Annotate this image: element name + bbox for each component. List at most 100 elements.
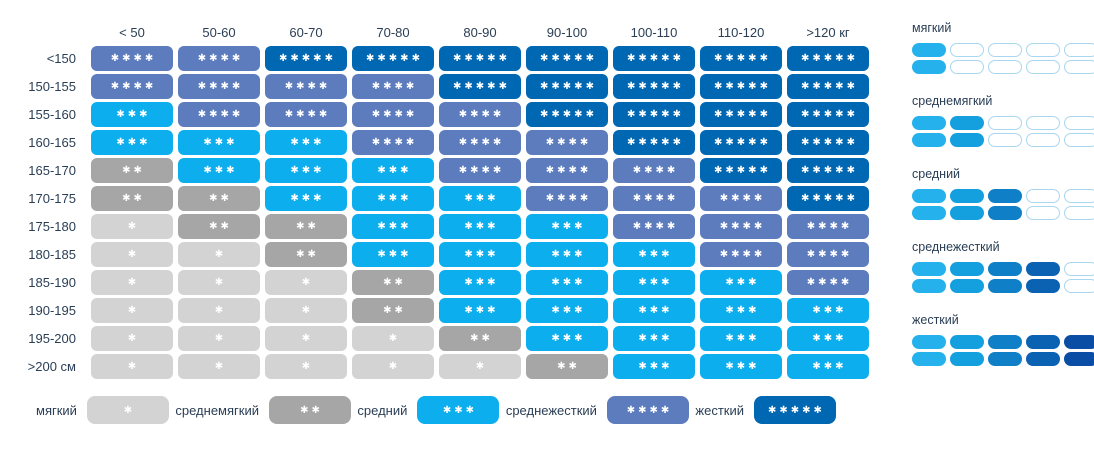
- mattress-pill-empty: [988, 60, 1022, 74]
- row-label-height-1: 150-155: [28, 79, 76, 94]
- col-header-weight-3: 70-80: [376, 25, 410, 40]
- matrix-cell-medium: ✱✱✱: [265, 130, 347, 155]
- matrix-cell-firm: ✱✱✱✱✱: [265, 46, 347, 71]
- matrix-cell-medium-firm: ✱✱✱✱: [787, 214, 869, 239]
- firmness-legend: мягкий ✱ среднемягкий ✱✱ средний ✱✱✱ среднежес…: [36, 396, 836, 424]
- firmness-scale-sidebar: мягкий среднемягкий средний среднежесткий же…: [912, 20, 1094, 424]
- mattress-pill-filled: [988, 335, 1022, 349]
- mattress-pill-empty: [988, 43, 1022, 57]
- matrix-cell-medium: ✱✱✱: [439, 186, 521, 211]
- matrix-cell-soft: ✱: [265, 298, 347, 323]
- mattress-pill-filled: [950, 352, 984, 366]
- matrix-cell-firm: ✱✱✱✱✱: [700, 158, 782, 183]
- mattress-pill-filled: [988, 206, 1022, 220]
- row-label-height-5: 170-175: [28, 191, 76, 206]
- matrix-cell-medium-firm: ✱✱✱✱: [178, 74, 260, 99]
- mattress-pill-empty: [988, 116, 1022, 130]
- matrix-cell-medium-firm: ✱✱✱✱: [439, 130, 521, 155]
- matrix-cell-medium-firm: ✱✱✱✱: [178, 102, 260, 127]
- mattress-icon: [950, 43, 984, 74]
- mattress-pill-filled: [912, 43, 946, 57]
- col-header-weight-4: 80-90: [463, 25, 497, 40]
- matrix-cell-medium: ✱✱✱: [526, 326, 608, 351]
- matrix-cell-medium-firm: ✱✱✱✱: [700, 186, 782, 211]
- mattress-pill-empty: [1026, 189, 1060, 203]
- col-header-weight-6: 100-110: [630, 25, 678, 40]
- matrix-cell-medium: ✱✱✱: [787, 326, 869, 351]
- matrix-cell-medium-firm: ✱✱✱✱: [91, 74, 173, 99]
- legend-pill-firm: ✱✱✱✱✱: [753, 396, 836, 424]
- mattress-icon: [988, 189, 1022, 220]
- matrix-cell-soft: ✱: [91, 354, 173, 379]
- mattress-pill-filled: [988, 352, 1022, 366]
- row-label-height-0: <150: [46, 51, 76, 66]
- mattress-icon: [988, 335, 1022, 366]
- matrix-cell-medium-firm: ✱✱✱✱: [265, 74, 347, 99]
- mattress-pill-filled: [912, 116, 946, 130]
- legend-item-medium-soft: среднемягкий ✱✱: [175, 396, 351, 424]
- matrix-cell-soft: ✱: [91, 270, 173, 295]
- matrix-cell-medium-firm: ✱✱✱✱: [352, 130, 434, 155]
- row-label-height-10: 195-200: [28, 331, 76, 346]
- mattress-icon: [1026, 262, 1060, 293]
- mattress-pill-filled: [950, 206, 984, 220]
- matrix-cell-medium: ✱✱✱: [613, 270, 695, 295]
- legend-label-soft: мягкий: [36, 402, 77, 418]
- matrix-cell-medium-soft: ✱✱: [178, 186, 260, 211]
- matrix-cell-medium-soft: ✱✱: [526, 354, 608, 379]
- mattress-pill-filled: [1064, 352, 1094, 366]
- scale-item-medium-soft: среднемягкий: [912, 94, 1094, 147]
- matrix-cell-medium-firm: ✱✱✱✱: [526, 130, 608, 155]
- legend-label-medium-firm: среднежесткий: [505, 402, 597, 418]
- mattress-pill-empty: [1026, 60, 1060, 74]
- mattress-icon: [950, 116, 984, 147]
- matrix-cell-soft: ✱: [178, 242, 260, 267]
- matrix-cell-medium: ✱✱✱: [265, 158, 347, 183]
- mattress-pill-filled: [950, 335, 984, 349]
- legend-label-medium-soft: среднемягкий: [175, 402, 259, 418]
- matrix-cell-soft: ✱: [265, 270, 347, 295]
- col-header-weight-8: >120 кг: [806, 25, 850, 40]
- matrix-cell-medium: ✱✱✱: [352, 214, 434, 239]
- matrix-cell-medium: ✱✱✱: [526, 298, 608, 323]
- row-label-height-6: 175-180: [28, 219, 76, 234]
- matrix-cell-firm: ✱✱✱✱✱: [352, 46, 434, 71]
- matrix-cell-medium-soft: ✱✱: [265, 214, 347, 239]
- matrix-cell-medium: ✱✱✱: [178, 158, 260, 183]
- mattress-pill-empty: [1064, 206, 1094, 220]
- matrix-cell-soft: ✱: [439, 354, 521, 379]
- mattress-pill-filled: [950, 189, 984, 203]
- matrix-cell-soft: ✱: [91, 326, 173, 351]
- mattress-pill-filled: [912, 352, 946, 366]
- scale-icons-medium-firm: [912, 262, 1094, 293]
- matrix-cell-medium-firm: ✱✱✱✱: [526, 158, 608, 183]
- mattress-pill-filled: [1026, 352, 1060, 366]
- mattress-icon: [912, 335, 946, 366]
- mattress-pill-empty: [1026, 43, 1060, 57]
- mattress-pill-empty: [1064, 43, 1094, 57]
- matrix-cell-soft: ✱: [91, 242, 173, 267]
- matrix-cell-firm: ✱✱✱✱✱: [700, 130, 782, 155]
- matrix-cell-firm: ✱✱✱✱✱: [787, 46, 869, 71]
- mattress-icon: [912, 43, 946, 74]
- mattress-pill-empty: [1026, 206, 1060, 220]
- legend-item-firm: жесткий ✱✱✱✱✱: [695, 396, 836, 424]
- matrix-cell-medium: ✱✱✱: [526, 214, 608, 239]
- mattress-pill-filled: [988, 279, 1022, 293]
- mattress-pill-empty: [950, 60, 984, 74]
- row-label-height-8: 185-190: [28, 275, 76, 290]
- matrix-cell-medium-soft: ✱✱: [178, 214, 260, 239]
- scale-icons-medium-soft: [912, 116, 1094, 147]
- mattress-icon: [1064, 189, 1094, 220]
- matrix-cell-medium-firm: ✱✱✱✱: [700, 214, 782, 239]
- matrix-cell-medium-firm: ✱✱✱✱: [613, 214, 695, 239]
- legend-pill-medium-firm: ✱✱✱✱: [606, 396, 689, 424]
- matrix-cell-medium: ✱✱✱: [700, 326, 782, 351]
- mattress-pill-empty: [1064, 116, 1094, 130]
- matrix-cell-medium-firm: ✱✱✱✱: [526, 186, 608, 211]
- mattress-icon: [950, 335, 984, 366]
- matrix-cell-medium: ✱✱✱: [439, 270, 521, 295]
- scale-label-medium: средний: [912, 167, 961, 181]
- mattress-pill-filled: [1064, 335, 1094, 349]
- mattress-pill-empty: [1064, 279, 1094, 293]
